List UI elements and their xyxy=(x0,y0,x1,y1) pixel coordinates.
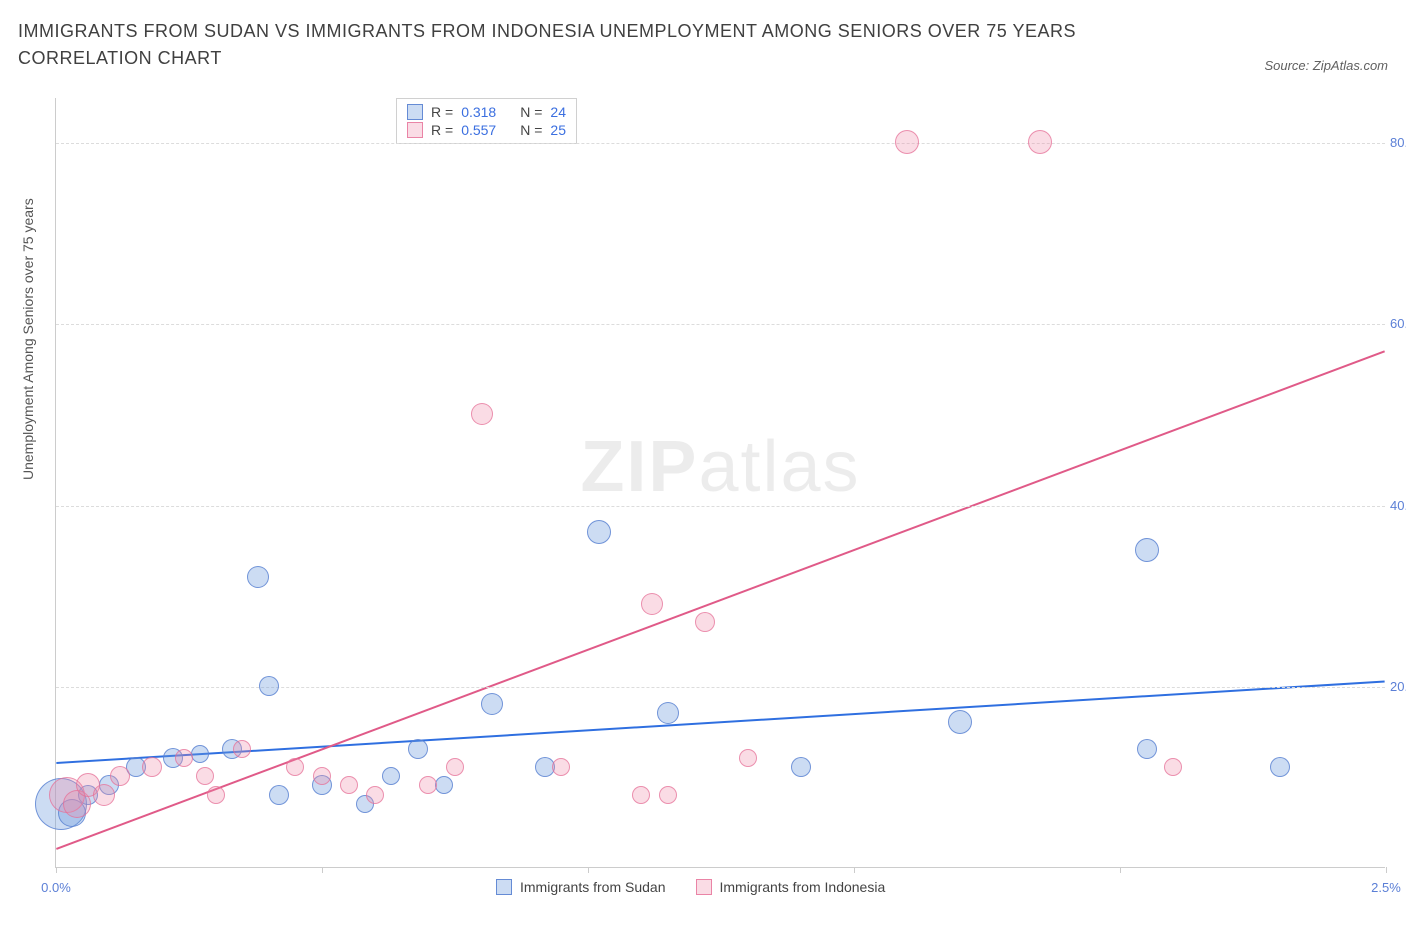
correlation-stats-legend: R = 0.318 N = 24 R = 0.557 N = 25 xyxy=(396,98,577,144)
data-point-blue xyxy=(269,785,289,805)
ytick-label: 60.0% xyxy=(1390,316,1406,331)
xtick xyxy=(854,867,855,873)
data-point-pink xyxy=(895,130,919,154)
xtick xyxy=(1120,867,1121,873)
legend-item-sudan: Immigrants from Sudan xyxy=(496,879,666,895)
data-point-blue xyxy=(247,566,269,588)
data-point-pink xyxy=(286,758,304,776)
r-label: R = xyxy=(431,104,453,120)
y-axis-label: Unemployment Among Seniors over 75 years xyxy=(20,198,36,480)
xtick-label: 0.0% xyxy=(41,880,71,895)
gridline xyxy=(56,687,1385,688)
ytick-label: 20.0% xyxy=(1390,679,1406,694)
data-point-pink xyxy=(739,749,757,767)
trend-lines xyxy=(56,98,1385,867)
data-point-blue xyxy=(657,702,679,724)
data-point-blue xyxy=(1137,739,1157,759)
data-point-pink xyxy=(419,776,437,794)
gridline xyxy=(56,506,1385,507)
data-point-pink xyxy=(110,766,130,786)
legend-item-indonesia: Immigrants from Indonesia xyxy=(696,879,886,895)
data-point-pink xyxy=(641,593,663,615)
series-legend: Immigrants from Sudan Immigrants from In… xyxy=(496,879,885,895)
swatch-blue xyxy=(496,879,512,895)
data-point-pink xyxy=(1028,130,1052,154)
data-point-pink xyxy=(207,786,225,804)
source-attribution: Source: ZipAtlas.com xyxy=(1264,58,1388,73)
ytick-label: 80.0% xyxy=(1390,135,1406,150)
xtick xyxy=(588,867,589,873)
gridline xyxy=(56,324,1385,325)
gridline xyxy=(56,143,1385,144)
data-point-blue xyxy=(408,739,428,759)
n-label: N = xyxy=(520,104,542,120)
data-point-pink xyxy=(366,786,384,804)
swatch-pink xyxy=(407,122,423,138)
legend-label-sudan: Immigrants from Sudan xyxy=(520,879,666,895)
data-point-pink xyxy=(695,612,715,632)
xtick xyxy=(1386,867,1387,873)
xtick-label: 2.5% xyxy=(1371,880,1401,895)
data-point-pink xyxy=(632,786,650,804)
data-point-pink xyxy=(446,758,464,776)
xtick xyxy=(56,867,57,873)
data-point-blue xyxy=(191,745,209,763)
data-point-pink xyxy=(313,767,331,785)
data-point-pink xyxy=(552,758,570,776)
chart-title: IMMIGRANTS FROM SUDAN VS IMMIGRANTS FROM… xyxy=(18,18,1118,72)
data-point-pink xyxy=(196,767,214,785)
data-point-pink xyxy=(233,740,251,758)
n-value-indonesia: 25 xyxy=(550,122,566,138)
r-value-sudan: 0.318 xyxy=(461,104,496,120)
ytick-label: 40.0% xyxy=(1390,498,1406,513)
r-label: R = xyxy=(431,122,453,138)
data-point-blue xyxy=(1135,538,1159,562)
data-point-blue xyxy=(791,757,811,777)
data-point-blue xyxy=(481,693,503,715)
data-point-pink xyxy=(1164,758,1182,776)
swatch-pink xyxy=(696,879,712,895)
swatch-blue xyxy=(407,104,423,120)
stat-row-sudan: R = 0.318 N = 24 xyxy=(407,103,566,121)
data-point-pink xyxy=(659,786,677,804)
n-value-sudan: 24 xyxy=(550,104,566,120)
data-point-blue xyxy=(1270,757,1290,777)
data-point-blue xyxy=(382,767,400,785)
stat-row-indonesia: R = 0.557 N = 25 xyxy=(407,121,566,139)
scatter-plot-area: ZIPatlas R = 0.318 N = 24 R = 0.557 N = … xyxy=(55,98,1385,868)
data-point-pink xyxy=(175,749,193,767)
data-point-pink xyxy=(340,776,358,794)
data-point-blue xyxy=(587,520,611,544)
data-point-blue xyxy=(259,676,279,696)
trendline-blue xyxy=(56,682,1384,763)
legend-label-indonesia: Immigrants from Indonesia xyxy=(720,879,886,895)
data-point-pink xyxy=(471,403,493,425)
data-point-blue xyxy=(435,776,453,794)
n-label: N = xyxy=(520,122,542,138)
data-point-pink xyxy=(93,784,115,806)
r-value-indonesia: 0.557 xyxy=(461,122,496,138)
trendline-pink xyxy=(56,351,1384,849)
xtick xyxy=(322,867,323,873)
data-point-blue xyxy=(948,710,972,734)
data-point-pink xyxy=(142,757,162,777)
